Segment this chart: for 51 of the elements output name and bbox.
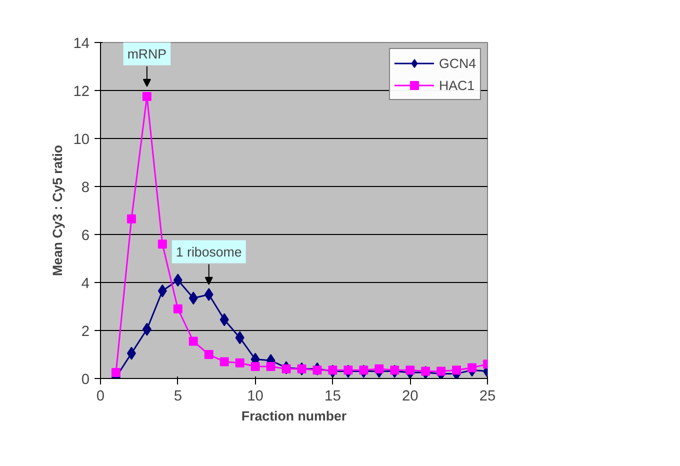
y-tick-label: 14 (73, 36, 90, 52)
point (235, 331, 244, 344)
legend-label: GCN4 (438, 56, 476, 70)
point (452, 366, 462, 375)
point (188, 336, 198, 346)
point (406, 366, 415, 375)
point (126, 214, 136, 224)
point (142, 322, 152, 336)
point (266, 362, 276, 371)
y-tick-label: 10 (73, 132, 90, 148)
point (188, 292, 198, 305)
point (390, 366, 400, 375)
point (436, 366, 446, 376)
y-tick-label: 12 (73, 84, 90, 100)
y-tick-label: 2 (81, 324, 90, 340)
x-tick-label: 0 (96, 388, 105, 404)
point (374, 364, 384, 374)
y-tick-label: 8 (81, 180, 90, 196)
annotation: 1 ribosome (176, 244, 242, 260)
point (220, 357, 229, 366)
point (328, 366, 338, 375)
point (220, 313, 229, 326)
y-tick-label: 0 (81, 372, 90, 388)
point (158, 284, 167, 298)
point (421, 366, 430, 376)
point (312, 366, 322, 375)
point (282, 364, 291, 374)
y-tick-label: 6 (81, 228, 90, 244)
y-axis-title: Mean Cy3 : Cy5 ratio (50, 144, 66, 276)
point (250, 362, 260, 371)
point (204, 350, 214, 359)
point (344, 366, 353, 375)
x-tick-label: 5 (174, 388, 182, 404)
point (158, 240, 167, 249)
x-tick-label: 25 (479, 388, 496, 404)
point (468, 363, 477, 372)
point (235, 358, 244, 368)
point (173, 274, 182, 287)
point (126, 346, 136, 360)
x-tick-label: 15 (324, 388, 341, 404)
point (142, 92, 152, 101)
x-axis-title: Fraction number (241, 408, 347, 424)
legend-label: HAC1 (438, 78, 475, 92)
point (173, 304, 182, 314)
point (204, 288, 214, 301)
annotation: mRNP (127, 46, 167, 62)
y-tick-label: 4 (81, 276, 90, 292)
x-tick-label: 20 (402, 388, 418, 404)
point (359, 366, 368, 375)
x-tick-label: 10 (247, 388, 264, 404)
point (111, 368, 120, 377)
